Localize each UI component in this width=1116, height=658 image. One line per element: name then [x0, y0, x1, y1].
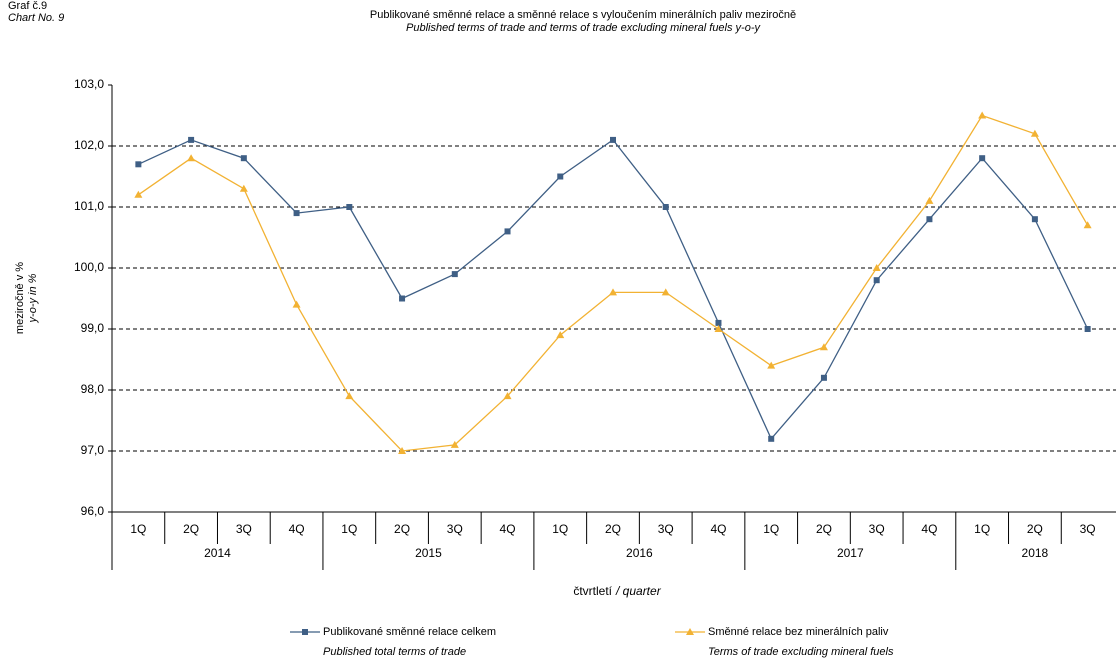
chart-label-en: Chart No. 9: [8, 12, 64, 24]
data-point: [292, 300, 301, 308]
legend-marker: [686, 628, 694, 635]
x-tick-label: 3Q: [1080, 522, 1096, 536]
x-group-label: 2017: [837, 546, 864, 560]
data-point: [451, 271, 458, 278]
data-point: [398, 447, 407, 454]
legend-label-en: Terms of trade excluding mineral fuels: [708, 646, 894, 658]
x-axis-label-en: / quarter: [615, 584, 662, 598]
data-point: [715, 319, 722, 326]
chart-title: Publikované směnné relace a směnné relac…: [370, 9, 796, 21]
x-tick-label: 3Q: [447, 522, 463, 536]
data-point: [609, 288, 617, 296]
y-tick-label: 97,0: [81, 443, 105, 457]
data-point: [610, 136, 616, 143]
data-point: [1083, 221, 1092, 229]
x-tick-label: 3Q: [236, 522, 252, 536]
data-point: [134, 190, 143, 198]
x-group-label: 2018: [1022, 546, 1049, 560]
x-tick-label: 1Q: [552, 522, 568, 536]
data-point: [662, 204, 669, 210]
x-tick-label: 4Q: [289, 522, 305, 536]
x-tick-label: 2Q: [183, 522, 199, 536]
x-group-label: 2016: [626, 546, 653, 560]
data-point: [873, 277, 880, 284]
data-point: [978, 111, 987, 119]
data-point: [556, 331, 565, 339]
legend-label-en: Published total terms of trade: [323, 646, 466, 658]
data-point: [293, 210, 300, 217]
data-point: [503, 392, 512, 400]
data-point: [768, 435, 775, 442]
x-group-label: 2014: [204, 546, 231, 560]
x-tick-label: 1Q: [130, 522, 146, 536]
data-point: [557, 173, 564, 180]
x-tick-label: 3Q: [658, 522, 674, 536]
series-line: [137, 114, 1089, 452]
data-point: [661, 288, 670, 296]
data-point: [187, 154, 196, 162]
y-axis-label: meziročně v %: [14, 262, 26, 334]
data-point: [872, 264, 881, 271]
chart-subtitle: Published terms of trade and terms of tr…: [406, 22, 761, 34]
x-tick-label: 1Q: [974, 522, 990, 536]
data-point: [135, 161, 142, 168]
x-tick-label: 4Q: [500, 522, 516, 536]
y-tick-label: 101,0: [74, 199, 104, 213]
data-point: [345, 392, 354, 400]
y-tick-label: 102,0: [74, 138, 104, 152]
data-point: [926, 216, 933, 223]
x-group-label: 2015: [415, 546, 442, 560]
data-point: [925, 196, 934, 204]
data-point: [188, 136, 195, 143]
data-point: [450, 440, 459, 448]
x-tick-label: 2Q: [394, 522, 410, 536]
data-point: [820, 374, 827, 381]
x-tick-label: 1Q: [341, 522, 357, 536]
data-point: [1030, 129, 1039, 137]
x-axis-label: čtvrtletí: [573, 584, 612, 598]
data-point: [714, 325, 723, 332]
y-tick-label: 100,0: [74, 260, 104, 274]
legend-marker: [302, 629, 308, 635]
y-tick-label: 99,0: [81, 321, 105, 335]
data-point: [1084, 326, 1091, 332]
x-tick-label: 2Q: [1027, 522, 1043, 536]
y-tick-label: 103,0: [74, 77, 104, 91]
x-tick-label: 2Q: [816, 522, 832, 536]
legend-label: Směnné relace bez minerálních paliv: [708, 626, 889, 638]
y-tick-label: 96,0: [81, 504, 105, 518]
legend-label: Publikované směnné relace celkem: [323, 626, 496, 638]
data-point: [346, 204, 353, 210]
y-axis-label-en: y-o-y in %: [27, 273, 39, 323]
data-point: [979, 155, 986, 162]
chart-label: Graf č.9: [8, 0, 47, 12]
data-point: [819, 343, 828, 351]
x-tick-label: 4Q: [921, 522, 937, 536]
y-tick-label: 98,0: [81, 382, 105, 396]
data-point: [240, 155, 247, 162]
x-tick-label: 1Q: [763, 522, 779, 536]
x-tick-label: 2Q: [605, 522, 621, 536]
x-tick-label: 4Q: [710, 522, 726, 536]
data-point: [1031, 216, 1038, 223]
data-point: [239, 184, 248, 192]
data-point: [399, 295, 406, 302]
data-point: [767, 361, 776, 369]
data-point: [504, 228, 511, 235]
x-tick-label: 3Q: [869, 522, 885, 536]
